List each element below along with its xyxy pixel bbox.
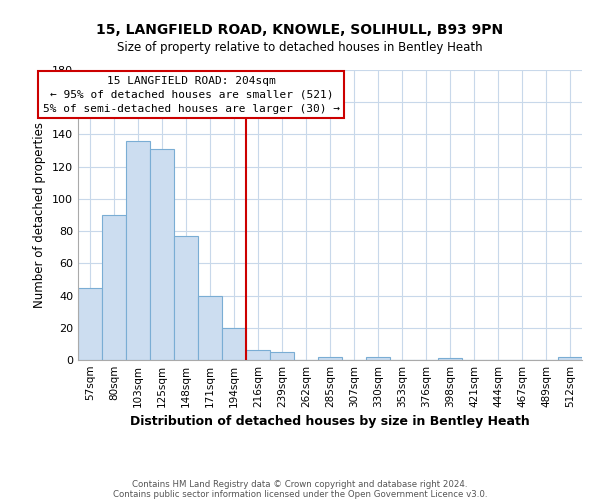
Text: 15, LANGFIELD ROAD, KNOWLE, SOLIHULL, B93 9PN: 15, LANGFIELD ROAD, KNOWLE, SOLIHULL, B9… [97, 22, 503, 36]
Text: 15 LANGFIELD ROAD: 204sqm
← 95% of detached houses are smaller (521)
5% of semi-: 15 LANGFIELD ROAD: 204sqm ← 95% of detac… [43, 76, 340, 114]
Bar [150, 149, 174, 360]
Bar [222, 328, 246, 360]
Text: Contains public sector information licensed under the Open Government Licence v3: Contains public sector information licen… [113, 490, 487, 499]
Bar [558, 357, 582, 360]
Bar [102, 215, 126, 360]
Text: Size of property relative to detached houses in Bentley Heath: Size of property relative to detached ho… [117, 41, 483, 54]
Bar [198, 296, 222, 360]
Bar [270, 352, 294, 360]
Bar [174, 236, 198, 360]
X-axis label: Distribution of detached houses by size in Bentley Heath: Distribution of detached houses by size … [130, 416, 530, 428]
Bar [126, 141, 150, 360]
Bar [78, 288, 102, 360]
Bar [366, 357, 390, 360]
Y-axis label: Number of detached properties: Number of detached properties [34, 122, 46, 308]
Bar [246, 350, 270, 360]
Text: Contains HM Land Registry data © Crown copyright and database right 2024.: Contains HM Land Registry data © Crown c… [132, 480, 468, 489]
Bar [318, 357, 342, 360]
Bar [438, 358, 462, 360]
